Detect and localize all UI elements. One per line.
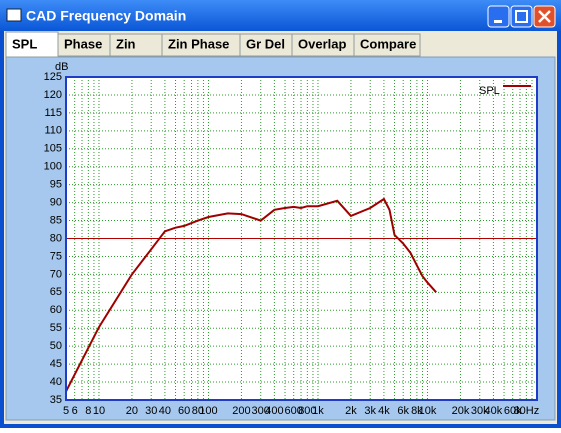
x-tick-label: 200 bbox=[232, 405, 250, 417]
minimize-button[interactable] bbox=[487, 5, 510, 28]
y-tick-label: 55 bbox=[50, 322, 62, 334]
x-tick-label: 800 bbox=[298, 405, 316, 417]
x-tick-label: 4k bbox=[378, 405, 390, 417]
minimize-icon bbox=[494, 20, 502, 23]
x-tick-label: 30 bbox=[145, 405, 157, 417]
x-tick-label: 20k bbox=[452, 405, 470, 417]
y-tick-label: 95 bbox=[50, 179, 62, 191]
spl-curve bbox=[65, 197, 437, 392]
y-tick-label: 45 bbox=[50, 358, 62, 370]
tab-label[interactable]: Zin Phase bbox=[168, 36, 229, 51]
y-tick-label: 75 bbox=[50, 250, 62, 262]
y-tick-label: 110 bbox=[44, 125, 62, 137]
x-tick-label: 60k bbox=[504, 405, 522, 417]
close-icon bbox=[538, 10, 551, 23]
x-tick-label: 10 bbox=[93, 405, 105, 417]
x-tick-label: 30k bbox=[471, 405, 489, 417]
y-tick-label: 120 bbox=[44, 89, 62, 101]
tab-label[interactable]: SPL bbox=[12, 36, 37, 51]
x-tick-label: 100 bbox=[199, 405, 217, 417]
tab[interactable] bbox=[353, 33, 421, 57]
plot-border bbox=[65, 76, 538, 401]
y-tick-label: 70 bbox=[50, 268, 62, 280]
y-tick-label: 90 bbox=[50, 197, 62, 209]
x-tick-label: 2k bbox=[345, 405, 357, 417]
y-axis-label: dB bbox=[55, 61, 68, 73]
x-tick-label: 40 bbox=[159, 405, 171, 417]
y-tick-label: 105 bbox=[44, 143, 62, 155]
x-tick-label: 400 bbox=[265, 405, 283, 417]
y-tick-label: 85 bbox=[50, 214, 62, 226]
x-tick-label: 300 bbox=[252, 405, 270, 417]
y-tick-label: 100 bbox=[44, 161, 62, 173]
tab-label[interactable]: Phase bbox=[64, 36, 102, 51]
y-tick-label: 65 bbox=[50, 286, 62, 298]
y-tick-label: 35 bbox=[50, 394, 62, 406]
x-tick-label: 80 bbox=[192, 405, 204, 417]
x-tick-label: 80Hz bbox=[514, 405, 540, 417]
x-tick-label: 40k bbox=[485, 405, 503, 417]
y-tick-label: 115 bbox=[44, 107, 62, 119]
y-tick-label: 50 bbox=[50, 340, 62, 352]
x-tick-label: 6k bbox=[397, 405, 409, 417]
window-buttons[interactable] bbox=[487, 5, 556, 28]
x-tick-label: 1k bbox=[312, 405, 324, 417]
x-tick-label: 8 bbox=[85, 405, 91, 417]
y-tick-label: 60 bbox=[50, 304, 62, 316]
maximize-icon bbox=[515, 10, 528, 23]
tab-label[interactable]: Compare bbox=[360, 36, 416, 51]
y-tick-label: 125 bbox=[44, 71, 62, 83]
x-tick-label: 600 bbox=[285, 405, 303, 417]
x-tick-label: 5 bbox=[63, 405, 69, 417]
y-tick-label: 80 bbox=[50, 232, 62, 244]
tab-label[interactable]: Overlap bbox=[298, 36, 346, 51]
x-tick-label: 10k bbox=[419, 405, 437, 417]
legend-label: SPL bbox=[479, 85, 500, 97]
y-tick-label: 40 bbox=[50, 376, 62, 388]
x-tick-label: 20 bbox=[126, 405, 138, 417]
tab-label[interactable]: Zin bbox=[116, 36, 136, 51]
tab-strip: SPL Phase Zin Zin Phase Gr Del Overlap Compare bbox=[5, 31, 421, 58]
window-title: CAD Frequency Domain bbox=[26, 8, 186, 24]
x-tick-label: 60 bbox=[178, 405, 190, 417]
maximize-button[interactable] bbox=[510, 5, 533, 28]
app-icon bbox=[6, 8, 22, 22]
x-tick-label: 8k bbox=[411, 405, 423, 417]
title-bar bbox=[0, 0, 561, 31]
tab-label[interactable]: Gr Del bbox=[246, 36, 285, 51]
x-tick-label: 3k bbox=[364, 405, 376, 417]
x-tick-label: 6 bbox=[72, 405, 78, 417]
